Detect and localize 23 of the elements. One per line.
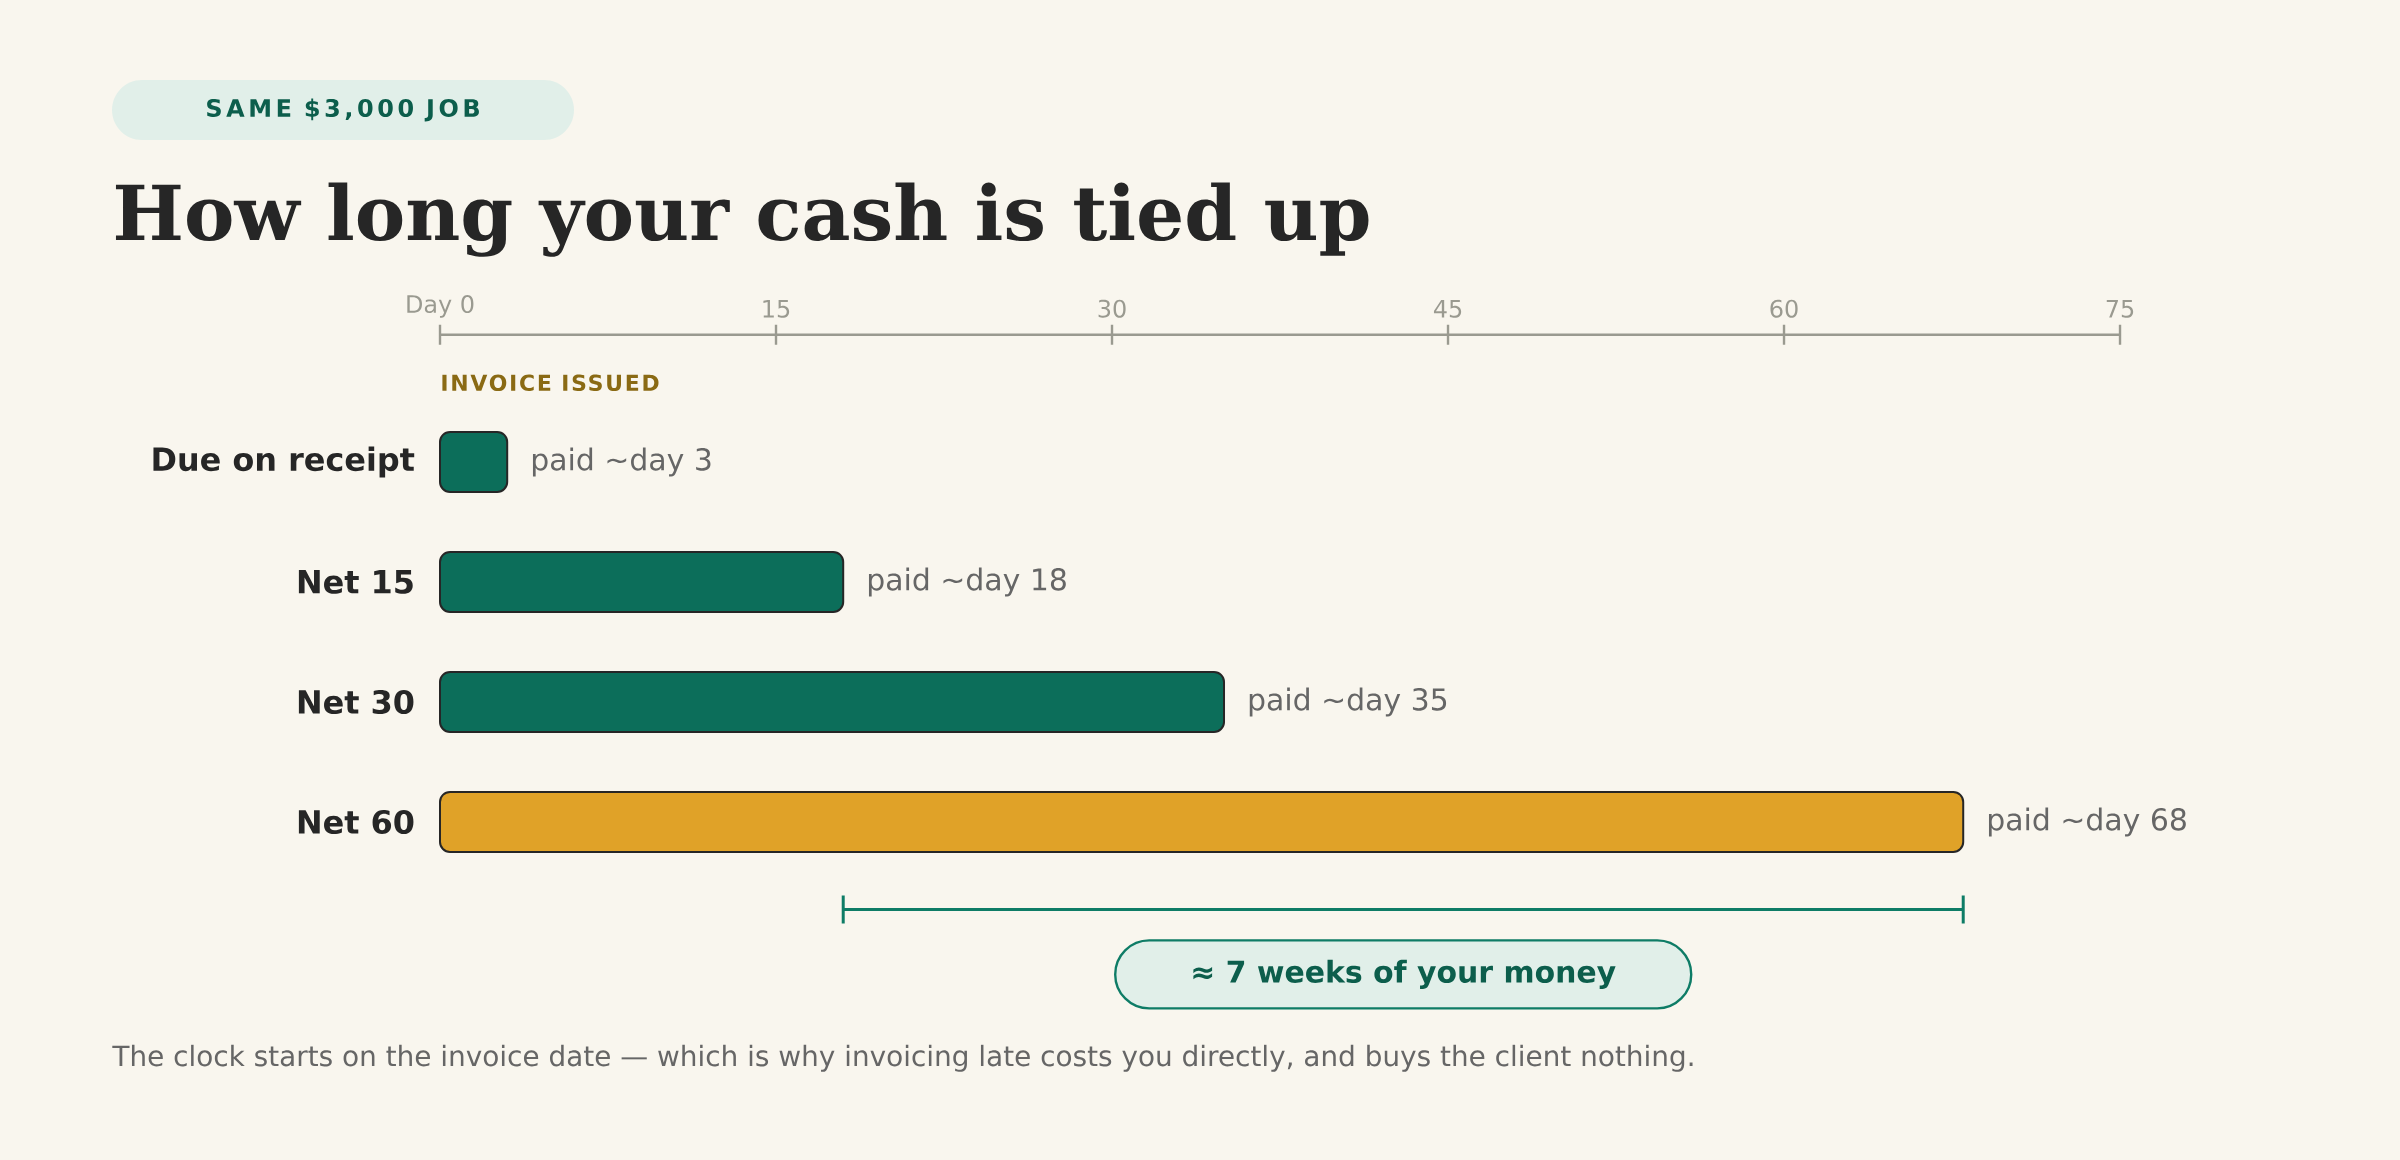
data-label: paid ~day 68 <box>1988 807 2186 837</box>
bar <box>439 550 845 613</box>
bar <box>439 670 1226 733</box>
text: INVOICE ISSUED <box>442 374 659 392</box>
y-tick-label: Due on receipt <box>153 446 415 478</box>
text: ≈ 7 weeks of your money <box>1193 959 1616 989</box>
text: The clock starts on the invoice date — which is why invoicing late costs you directly, and buys the client nothing. <box>112 1044 1693 1072</box>
x-tick-label: 60 <box>1770 299 1798 318</box>
y-tick-label: Net 30 <box>298 689 414 715</box>
data-label: paid ~day 35 <box>1249 687 1447 717</box>
bar <box>439 430 509 493</box>
chart-title: How long your cash is tied up <box>115 182 1369 257</box>
x-tick-label: 45 <box>1433 299 1462 318</box>
y-tick-label: Net 15 <box>298 570 413 594</box>
data-label: paid ~day 3 <box>532 447 711 477</box>
chart-subtitle: SAME $3,000 JOB <box>207 98 479 122</box>
x-tick-label: Day 0 <box>407 295 474 318</box>
data-label: paid ~day 18 <box>868 567 1066 597</box>
bar <box>439 790 1965 853</box>
y-tick-label: Net 60 <box>298 809 414 835</box>
x-tick-label: 30 <box>1098 299 1126 318</box>
x-tick-label: 15 <box>763 299 790 318</box>
x-tick-label: 75 <box>2106 299 2134 318</box>
